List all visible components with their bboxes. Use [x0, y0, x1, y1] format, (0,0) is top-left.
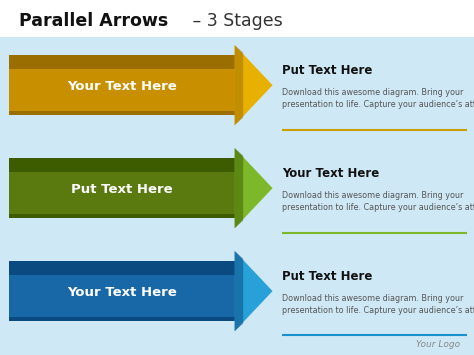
Bar	[9, 69, 235, 115]
Bar	[9, 214, 235, 218]
Polygon shape	[235, 45, 273, 125]
Text: Put Text Here: Put Text Here	[71, 184, 173, 196]
Polygon shape	[235, 251, 273, 331]
Bar	[9, 111, 235, 115]
Text: Download this awesome diagram. Bring your
presentation to life. Capture your aud: Download this awesome diagram. Bring you…	[282, 88, 474, 109]
Text: Download this awesome diagram. Bring your
presentation to life. Capture your aud: Download this awesome diagram. Bring you…	[282, 191, 474, 212]
Polygon shape	[235, 45, 243, 125]
Text: Put Text Here: Put Text Here	[282, 64, 373, 77]
Text: Put Text Here: Put Text Here	[282, 269, 373, 283]
Polygon shape	[235, 251, 243, 331]
Text: Your Logo: Your Logo	[416, 340, 460, 349]
Polygon shape	[235, 148, 273, 228]
Text: Parallel Arrows: Parallel Arrows	[19, 12, 168, 31]
Text: Download this awesome diagram. Bring your
presentation to life. Capture your aud: Download this awesome diagram. Bring you…	[282, 294, 474, 315]
Bar	[9, 171, 235, 218]
Bar	[0, 0, 474, 37]
Bar	[9, 317, 235, 321]
Bar	[9, 158, 235, 171]
Text: Your Text Here: Your Text Here	[282, 166, 379, 180]
Polygon shape	[235, 148, 243, 228]
Bar	[9, 261, 235, 274]
Bar	[9, 274, 235, 321]
Text: Your Text Here: Your Text Here	[67, 286, 177, 299]
Text: Your Text Here: Your Text Here	[67, 81, 177, 93]
Bar	[9, 55, 235, 69]
Text: – 3 Stages: – 3 Stages	[187, 12, 283, 31]
